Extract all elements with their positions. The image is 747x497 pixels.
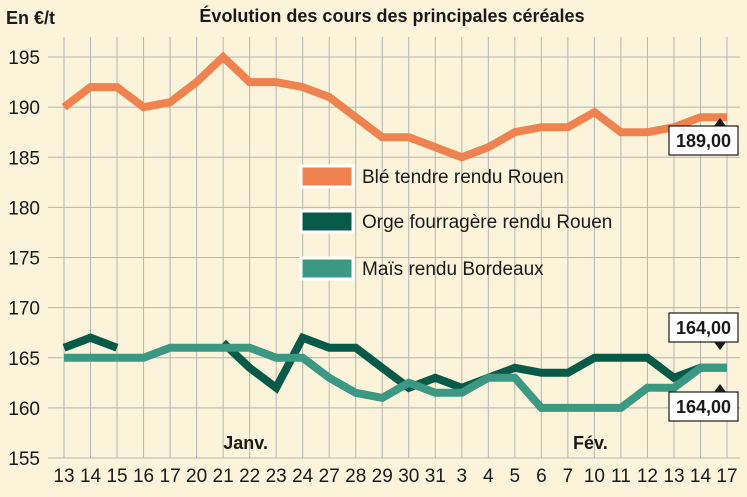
y-tick-label: 170 <box>8 299 40 320</box>
legend-swatch <box>299 164 355 189</box>
x-tick-label: 23 <box>266 466 287 487</box>
y-tick-label: 175 <box>8 249 40 270</box>
x-tick-label: 17 <box>160 466 181 487</box>
x-tick-label: 21 <box>213 466 234 487</box>
legend-entry: Blé tendre rendu Rouen <box>362 167 564 188</box>
x-tick-label: 13 <box>53 466 74 487</box>
month-labels: Janv. Fév. <box>223 433 607 453</box>
callout-box <box>668 125 739 156</box>
x-tick-label: 29 <box>372 466 393 487</box>
y-tick-label: 190 <box>8 98 40 119</box>
month-label: Janv. <box>223 433 268 453</box>
x-tick-label: 12 <box>637 466 658 487</box>
x-tick-label: 5 <box>510 466 521 487</box>
x-tick-label: 6 <box>536 466 547 487</box>
x-tick-label: 17 <box>716 466 737 487</box>
y-tick-label: 180 <box>8 198 40 219</box>
value-callouts: 189,00 164,00 164,00 <box>668 118 739 422</box>
y-tick-label: 185 <box>8 148 40 169</box>
callout-pointer <box>714 118 726 126</box>
x-tick-label: 7 <box>563 466 574 487</box>
y-tick-label: 165 <box>8 349 40 370</box>
series-lines <box>61 51 727 412</box>
callout-value: 189,00 <box>676 131 731 151</box>
x-tick-label: 31 <box>425 466 446 487</box>
month-label: Fév. <box>573 433 608 453</box>
y-tick-label: 195 <box>8 48 40 69</box>
x-axis-ticks: 13 14 15 16 17 20 21 22 23 24 27 28 29 30 31 3 4 5 6 7 10 11 1… <box>53 466 737 487</box>
legend-swatch <box>299 256 355 281</box>
chart-title: Évolution des cours des principales céré… <box>199 5 584 26</box>
callout-value: 164,00 <box>676 397 731 417</box>
callout-pointer <box>714 384 726 392</box>
x-tick-label: 15 <box>106 466 127 487</box>
series-line <box>61 51 727 162</box>
x-tick-label: 13 <box>663 466 684 487</box>
y-axis-ticks: 155 160 165 170 175 180 185 190 195 <box>8 48 40 470</box>
legend: Blé tendre rendu Rouen Orge fourragère re… <box>299 164 612 281</box>
x-tick-label: 24 <box>292 466 314 487</box>
x-tick-label: 30 <box>398 466 419 487</box>
legend-entry: Orge fourragère rendu Rouen <box>362 212 612 233</box>
x-tick-label: 3 <box>457 466 468 487</box>
y-tick-label: 155 <box>8 449 40 470</box>
callout-pointer <box>714 342 726 350</box>
x-tick-label: 27 <box>319 466 340 487</box>
callout-value: 164,00 <box>676 318 731 338</box>
x-tick-label: 10 <box>584 466 605 487</box>
x-tick-label: 28 <box>345 466 366 487</box>
x-tick-label: 4 <box>483 466 494 487</box>
x-tick-label: 14 <box>80 466 102 487</box>
callout-box <box>668 312 739 343</box>
x-tick-label: 22 <box>239 466 260 487</box>
y-axis-unit-label: En €/t <box>6 8 55 28</box>
legend-swatch <box>299 209 355 234</box>
callout-box <box>668 391 739 422</box>
series-line <box>64 343 727 412</box>
x-tick-label: 16 <box>133 466 154 487</box>
legend-entry: Maïs rendu Bordeaux <box>362 259 544 280</box>
x-tick-label: 11 <box>611 466 631 487</box>
x-tick-label: 14 <box>690 466 712 487</box>
x-tick-label: 20 <box>186 466 207 487</box>
y-tick-label: 160 <box>8 399 40 420</box>
